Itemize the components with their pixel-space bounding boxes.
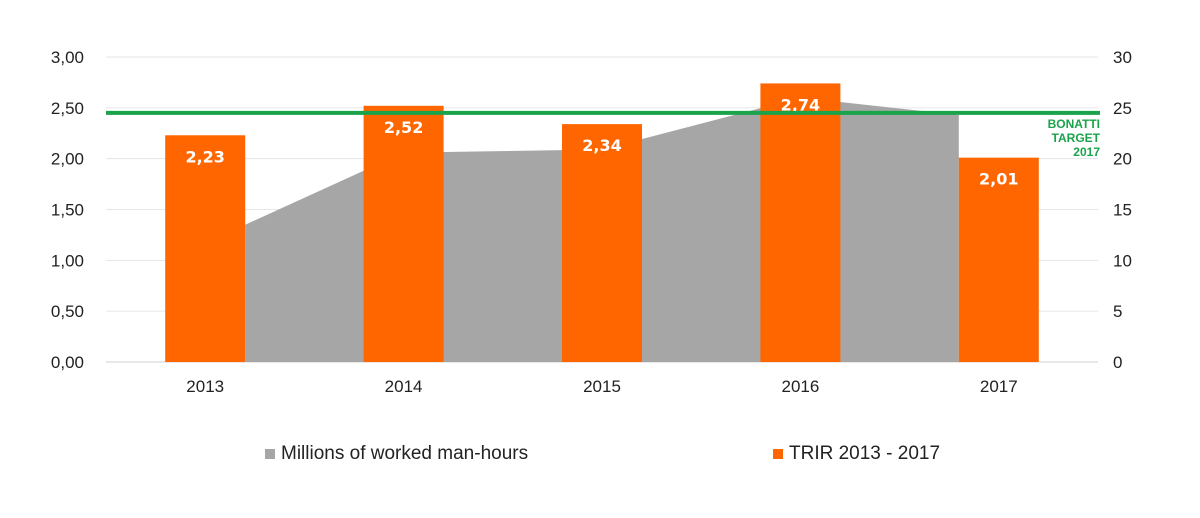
bar-data-label-2016: 2,74 <box>781 95 820 114</box>
bar-2017 <box>958 157 1039 362</box>
y-right-tick-label: 20 <box>1113 150 1132 169</box>
x-tick-label: 2016 <box>781 377 819 396</box>
legend-swatch-trir <box>773 449 783 459</box>
legend-label-man-hours: Millions of worked man-hours <box>281 443 528 464</box>
x-tick-label: 2015 <box>583 377 621 396</box>
x-tick-label: 2014 <box>385 377 423 396</box>
bar-data-label-2017: 2,01 <box>979 170 1018 189</box>
y-left-tick-label: 0,00 <box>51 353 84 372</box>
y-right-tick-label: 30 <box>1113 48 1132 67</box>
bar-series-trir: 2,23 2,52 2,34 2,74 2,01 <box>165 83 1039 363</box>
bar-data-label-2014: 2,52 <box>384 118 423 137</box>
y-left-tick-label: 3,00 <box>51 48 84 67</box>
y-left-tick-label: 2,50 <box>51 99 84 118</box>
y-right-tick-label: 10 <box>1113 251 1132 270</box>
y-left-tick-label: 1,50 <box>51 201 84 220</box>
y-right-tick-label: 5 <box>1113 302 1122 321</box>
bar-2014 <box>363 105 444 363</box>
y-axis-right: 0 5 10 15 20 25 30 <box>1113 48 1132 372</box>
legend-swatch-man-hours <box>265 449 275 459</box>
y-right-tick-label: 15 <box>1113 201 1132 220</box>
target-label-line: TARGET <box>1052 131 1101 145</box>
y-left-tick-label: 1,00 <box>51 251 84 270</box>
bar-2015 <box>562 124 642 362</box>
bar-2013 <box>165 135 246 362</box>
bar-2016 <box>760 83 841 362</box>
y-left-tick-label: 2,00 <box>51 150 84 169</box>
x-tick-label: 2017 <box>980 377 1018 396</box>
x-tick-label: 2013 <box>186 377 224 396</box>
y-right-tick-label: 0 <box>1113 353 1122 372</box>
x-axis: 2013 2014 2015 2016 2017 <box>186 377 1017 396</box>
legend-label-trir: TRIR 2013 - 2017 <box>789 443 940 464</box>
y-axis-left: 0,00 0,50 1,00 1,50 2,00 2,50 3,00 <box>51 48 84 372</box>
y-left-tick-label: 0,50 <box>51 302 84 321</box>
bar-data-label-2015: 2,34 <box>582 136 621 155</box>
target-label-line: 2017 <box>1073 145 1100 159</box>
legend: Millions of worked man-hours TRIR 2013 -… <box>265 443 940 464</box>
y-right-tick-label: 25 <box>1113 99 1132 118</box>
bar-data-label-2013: 2,23 <box>185 147 224 166</box>
target-label-line: BONATTI <box>1048 117 1100 131</box>
